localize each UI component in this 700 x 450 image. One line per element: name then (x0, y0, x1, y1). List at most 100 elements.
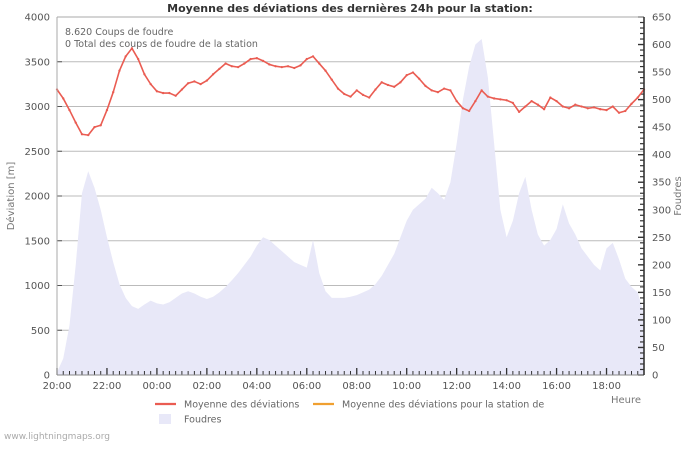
series-point (555, 99, 558, 103)
series-point (549, 96, 552, 99)
y-axis-right-title: Foudres (673, 176, 684, 215)
y-tick-label-right: 550 (652, 68, 671, 79)
x-axis-ticks: 20:00 22:00 00:00 02:00 04:00 06:00 08:00 10:00… (43, 368, 645, 392)
y-tick-label-right: 150 (652, 288, 671, 299)
series-point (112, 91, 115, 94)
y-tick-label-right: 600 (652, 40, 671, 51)
series-point (105, 108, 109, 112)
series-point (368, 96, 371, 99)
y-tick-label-right: 300 (652, 205, 671, 216)
x-axis-title: Heure (611, 395, 641, 406)
x-tick-label: 16:00 (542, 381, 571, 392)
y-axis-left-title: Déviation [m] (5, 162, 17, 231)
series-point (99, 124, 102, 127)
series-point (174, 94, 177, 97)
y-tick-label-left: 500 (31, 326, 50, 337)
y-tick-label-right: 650 (652, 13, 671, 24)
series-point (567, 107, 571, 110)
y-tick-label-right: 50 (652, 343, 665, 354)
series-point (249, 57, 252, 61)
series-point (93, 125, 96, 129)
series-point (336, 87, 340, 90)
series-point (624, 109, 627, 113)
series-point (311, 55, 315, 58)
y-tick-label-right: 450 (652, 123, 671, 134)
plot-frame (56, 16, 645, 376)
series-point (524, 105, 527, 108)
series-point (261, 59, 265, 63)
chart-title: Moyenne des déviations des dernières 24h… (167, 2, 533, 15)
series-point (137, 57, 140, 61)
y-tick-label-right: 400 (652, 150, 671, 161)
y-tick-label-left: 2000 (25, 192, 50, 203)
series-point (149, 82, 152, 86)
series-point (605, 108, 608, 112)
x-tick-label: 00:00 (143, 381, 172, 392)
y-tick-label-left: 3500 (25, 57, 50, 68)
y-tick-label-right: 200 (652, 260, 671, 271)
series-point (599, 108, 602, 111)
series-point (492, 97, 496, 100)
x-tick-label: 06:00 (292, 381, 321, 392)
series-point (386, 83, 390, 87)
series-point (542, 108, 546, 111)
x-tick-label: 20:00 (43, 381, 72, 392)
series-point (305, 57, 308, 61)
series-point (68, 108, 71, 112)
series-point (418, 77, 421, 80)
series-point (505, 99, 508, 102)
series-point (636, 96, 639, 99)
y-axis-right-ticks: 0 50 100 150 200 250 300 350 400 450 500 550 600 650 (638, 13, 671, 382)
series-point (74, 121, 77, 124)
series-point (80, 133, 84, 136)
plot-annotation: 8.620 Coups de foudre (65, 27, 173, 38)
footer-site-label: www.lightningmaps.org (4, 432, 110, 442)
x-tick-label: 02:00 (192, 381, 221, 392)
series-point (461, 107, 465, 110)
series-point (199, 82, 202, 86)
series-point (380, 81, 383, 84)
x-tick-label: 14:00 (492, 381, 521, 392)
series-point (87, 133, 90, 137)
series-point (405, 74, 408, 77)
legend-item-label: Foudres (184, 415, 222, 426)
y-tick-label-right: 250 (652, 233, 671, 244)
y-tick-label-left: 1000 (25, 281, 50, 292)
series-point (399, 81, 402, 84)
series-point (324, 69, 327, 72)
series-point (349, 95, 352, 98)
legend-item-label: Moyenne des déviations (184, 400, 299, 411)
y-tick-label-right: 350 (652, 178, 671, 189)
series-point (430, 89, 433, 92)
series-point (193, 80, 196, 83)
y-tick-label-left: 4000 (25, 13, 50, 24)
series-point (436, 91, 440, 94)
plot-annotation: 0 Total des coups de foudre de la statio… (65, 39, 258, 50)
series-point (62, 97, 65, 100)
area-foudres (57, 39, 644, 375)
series-point (455, 99, 458, 103)
series-point (130, 47, 134, 50)
series-point (280, 65, 283, 69)
series-point (374, 88, 377, 91)
series-point (480, 89, 483, 92)
series-point (293, 66, 296, 70)
x-tick-label: 04:00 (242, 381, 271, 392)
series-point (243, 62, 246, 65)
series-point (218, 67, 221, 71)
series-point (211, 73, 215, 76)
series-point (393, 85, 396, 88)
x-tick-label: 08:00 (342, 381, 371, 392)
series-point (168, 91, 171, 95)
y-tick-label-left: 0 (44, 371, 50, 382)
series-point (611, 105, 614, 108)
series-point (511, 101, 515, 105)
x-tick-label: 22:00 (93, 381, 122, 392)
series-point (330, 78, 333, 81)
series-point (486, 95, 490, 98)
series-point (230, 65, 234, 68)
series-point (499, 98, 502, 101)
